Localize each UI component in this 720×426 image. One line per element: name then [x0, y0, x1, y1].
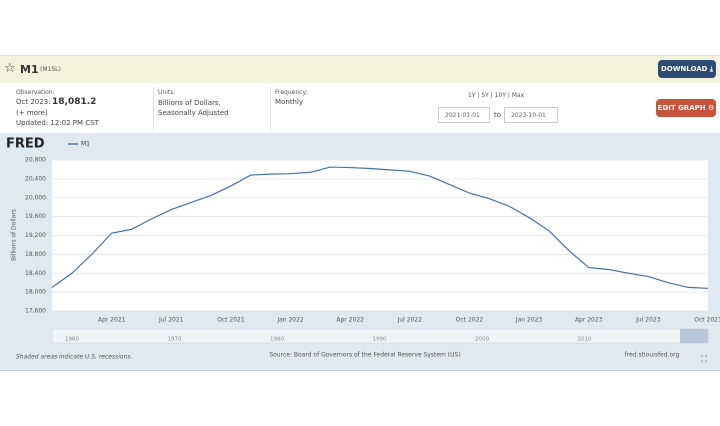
- x-tick-label: Jul 2023: [635, 317, 661, 324]
- source: Source: Board of Governors of the Federa…: [269, 352, 460, 359]
- y-tick-label: 20,800: [25, 157, 46, 164]
- x-tick-label: Oct 2021: [217, 317, 245, 324]
- y-tick-label: 19,600: [25, 213, 46, 220]
- x-tick-label: Apr 2023: [575, 317, 603, 324]
- x-tick-label: Jan 2022: [276, 317, 304, 324]
- end-date[interactable]: 2023-10-01: [504, 107, 558, 123]
- fullscreen-icon[interactable]: ⛶: [700, 355, 707, 364]
- x-tick-label: Oct 2022: [456, 317, 484, 324]
- site: fred.stlouisfed.org: [625, 352, 680, 359]
- x-tick-label: Oct 2023: [694, 317, 720, 324]
- series-line: [51, 166, 709, 289]
- separator: |: [488, 92, 495, 99]
- star-icon[interactable]: ☆: [4, 61, 16, 76]
- y-tick-label: 17,600: [25, 308, 46, 315]
- x-tick-label: Jan 2023: [515, 317, 543, 324]
- download-button[interactable]: DOWNLOAD ⤓: [658, 60, 716, 78]
- recession-note: Shaded areas indicate U.S. recessions.: [16, 354, 133, 361]
- x-tick-label: Apr 2021: [98, 317, 126, 324]
- divider: [270, 87, 271, 129]
- x-tick-label: Jul 2022: [397, 317, 423, 324]
- start-date[interactable]: 2021-01-01: [438, 107, 490, 123]
- units: Billions of Dollars, Seasonally Adjusted: [158, 99, 229, 117]
- y-tick-label: 18,800: [25, 251, 46, 258]
- range-links: 1Y | 5Y | 10Y | Max: [468, 92, 524, 99]
- observation-date: Oct 2023:: [16, 98, 51, 106]
- navigator-label: 2010: [578, 337, 592, 343]
- frequency: Monthly: [275, 98, 304, 106]
- range-link[interactable]: 1Y: [468, 92, 476, 99]
- navigator-label: 1990: [373, 337, 387, 343]
- separator: |: [475, 92, 482, 99]
- series-title: M1: [20, 63, 39, 76]
- range-link[interactable]: 5Y: [481, 92, 489, 99]
- navigator-label: 1960: [65, 337, 79, 343]
- edit-graph-text: EDIT GRAPH: [657, 104, 706, 112]
- observation-value: 18,081.2: [52, 97, 97, 107]
- fred-logo: FRED: [6, 137, 45, 152]
- y-tick-label: 18,400: [25, 270, 46, 277]
- x-tick-label: Apr 2022: [336, 317, 364, 324]
- y-tick-label: 18,000: [25, 289, 46, 296]
- x-tick-label: Jul 2021: [158, 317, 184, 324]
- navigator-label: 1970: [168, 337, 182, 343]
- info-panel: Observation: Oct 2023: 18,081.2 (+ more)…: [0, 83, 720, 133]
- units-label: Units:: [158, 89, 176, 96]
- series-header: ☆ M1 (M1SL) DOWNLOAD ⤓: [0, 55, 720, 84]
- frequency-label: Frequency:: [275, 89, 308, 96]
- navigator-label: 2000: [475, 337, 489, 343]
- navigator-window[interactable]: [680, 329, 708, 343]
- chart: FRED M1 Billions of Dollars Shaded areas…: [0, 133, 720, 370]
- observation-label: Observation:: [16, 89, 55, 96]
- download-text: DOWNLOAD: [660, 65, 708, 73]
- bottom-border: [0, 370, 720, 371]
- to-label: to: [494, 111, 502, 119]
- y-tick-label: 20,400: [25, 175, 46, 182]
- series-code: (M1SL): [40, 66, 61, 73]
- separator: |: [505, 92, 512, 99]
- divider: [153, 87, 154, 129]
- more-link[interactable]: (+ more): [16, 109, 48, 117]
- y-tick-label: 19,200: [25, 232, 46, 239]
- updated: Updated: 12:02 PM CST: [16, 119, 99, 127]
- y-axis-label: Billions of Dollars: [11, 209, 18, 261]
- edit-graph-button[interactable]: EDIT GRAPH ⚙: [656, 99, 716, 117]
- legend-label: M1: [81, 141, 90, 148]
- y-tick-label: 20,000: [25, 194, 46, 201]
- range-link[interactable]: 10Y: [494, 92, 506, 99]
- navigator-label: 1980: [270, 337, 284, 343]
- range-link[interactable]: Max: [511, 92, 525, 99]
